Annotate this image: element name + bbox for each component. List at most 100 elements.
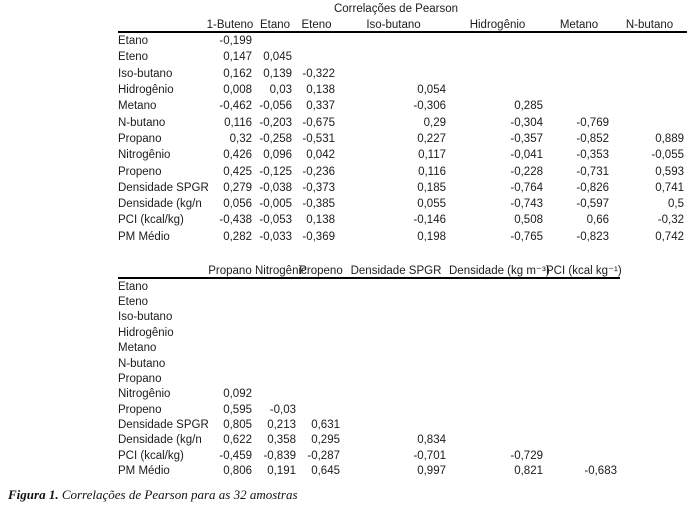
correlation-value: -0,823	[576, 230, 609, 243]
table-top-header: 1-Buteno Etano Eteno Iso-butano Hidrogênio Me…	[118, 17, 687, 33]
correlation-value	[338, 32, 449, 49]
correlation-value	[546, 402, 620, 417]
correlation-value	[546, 294, 620, 309]
correlation-value	[449, 82, 546, 98]
correlation-value: -0,033	[259, 230, 292, 243]
row-label-header-blank	[118, 261, 205, 279]
correlation-value: -0,056	[259, 100, 292, 113]
correlation-value	[255, 387, 299, 402]
correlation-value	[612, 66, 687, 82]
row-label: Iso-butano	[118, 67, 173, 80]
column-header: Eteno	[295, 17, 338, 33]
correlation-value: 0,162	[223, 67, 252, 80]
row-label: Propano	[118, 372, 162, 385]
table-row: N-butano	[118, 356, 620, 371]
correlation-value: 0,32	[229, 132, 252, 145]
table-row: Iso-butano 0,162 0,139 -0,322	[118, 66, 687, 82]
correlation-value: -0,041	[510, 149, 543, 162]
column-header: Propeno	[299, 261, 343, 279]
correlation-value: 0,092	[223, 388, 252, 401]
correlation-value	[295, 49, 338, 65]
row-label: Densidade (kg/n	[118, 434, 202, 447]
correlation-value	[338, 66, 449, 82]
correlation-value: -0,462	[219, 100, 252, 113]
correlation-value	[255, 278, 299, 294]
correlation-value: 0,042	[306, 149, 335, 162]
correlation-value	[255, 310, 299, 325]
correlation-value	[205, 325, 255, 340]
correlation-value: 0,03	[269, 84, 292, 97]
correlation-value: 0,631	[311, 419, 340, 432]
correlation-value	[343, 325, 449, 340]
table-title: Correlações de Pearson	[333, 3, 458, 15]
correlation-value: 0,054	[417, 84, 446, 97]
correlation-value: -0,055	[651, 149, 684, 162]
table-row: Hidrogênio 0,008 0,03 0,138 0,054	[118, 82, 687, 98]
correlation-value: -0,731	[576, 165, 609, 178]
correlation-value	[449, 325, 546, 340]
correlation-value: -0,03	[269, 403, 296, 416]
column-header: Metano	[546, 17, 612, 33]
correlation-value	[343, 417, 449, 432]
table-row: PM Médio 0,282 -0,033 -0,369 0,198 -0,765 -0,8…	[118, 229, 687, 245]
correlation-value	[612, 114, 687, 130]
correlation-value: 0,337	[306, 100, 335, 113]
correlation-value	[449, 49, 546, 65]
correlation-value: -0,701	[413, 449, 446, 462]
correlation-value: 0,29	[423, 116, 446, 129]
correlation-value: 0,806	[223, 465, 252, 478]
table-row: Propeno 0,595 -0,03	[118, 402, 620, 417]
correlation-value	[546, 356, 620, 371]
row-label: Etano	[118, 35, 149, 48]
correlation-value: 0,008	[223, 84, 252, 97]
correlation-value	[449, 66, 546, 82]
row-label: Eteno	[118, 51, 149, 64]
row-label: Nitrogênio	[118, 149, 171, 162]
correlation-value: -0,038	[259, 181, 292, 194]
table-row: PCI (kcal/kg) -0,438 -0,053 0,138 -0,146 0,50…	[118, 212, 687, 228]
correlation-value	[255, 371, 299, 386]
correlation-value: 0,295	[311, 434, 340, 447]
correlation-value	[546, 310, 620, 325]
correlation-value: -0,531	[302, 132, 335, 145]
correlation-value: 0,358	[267, 434, 296, 447]
column-header: Nitrogênic	[255, 261, 307, 279]
table-row: Iso-butano	[118, 310, 620, 325]
correlation-value: 0,116	[224, 116, 252, 129]
row-label: N-butano	[118, 116, 166, 129]
table-row: Densidade SPGR 0,279 -0,038 -0,373 0,185 -0,7…	[118, 180, 687, 196]
correlation-value	[449, 32, 546, 49]
correlation-value: 0,821	[514, 465, 543, 478]
row-label: Iso-butano	[118, 311, 173, 324]
column-header: Hidrogênio	[449, 17, 546, 33]
correlation-value	[546, 98, 612, 114]
correlation-value	[205, 371, 255, 386]
column-header: N-butano	[612, 17, 687, 33]
table-row: Eteno	[118, 294, 620, 309]
correlation-value: -0,764	[510, 181, 543, 194]
correlation-value	[299, 371, 343, 386]
table-row: Metano	[118, 340, 620, 355]
correlation-value: 0,741	[655, 181, 684, 194]
correlation-value: 0,138	[306, 84, 335, 97]
correlation-value: 0,622	[223, 434, 252, 447]
correlation-value	[205, 310, 255, 325]
correlation-value: -0,597	[576, 198, 609, 211]
correlation-value: 0,147	[223, 51, 252, 64]
correlation-value	[449, 433, 546, 448]
correlation-value	[205, 340, 255, 355]
table-row: PM Médio 0,806 0,191 0,645 0,997 0,821 -0,683	[118, 464, 620, 479]
correlation-value: 0,595	[223, 403, 252, 416]
column-header: Densidade (kg m⁻³)	[449, 261, 550, 279]
correlation-value: -0,304	[510, 116, 543, 129]
correlation-value	[546, 448, 620, 463]
correlation-value	[546, 387, 620, 402]
correlation-value: 0,285	[514, 100, 543, 113]
correlation-value	[299, 294, 343, 309]
correlation-value: 0,593	[655, 165, 684, 178]
row-label: PCI (kcal/kg)	[118, 449, 184, 462]
correlation-value	[546, 32, 612, 49]
correlation-value: 0,045	[263, 51, 292, 64]
correlation-value	[343, 387, 449, 402]
correlation-value: 0,66	[586, 214, 609, 227]
